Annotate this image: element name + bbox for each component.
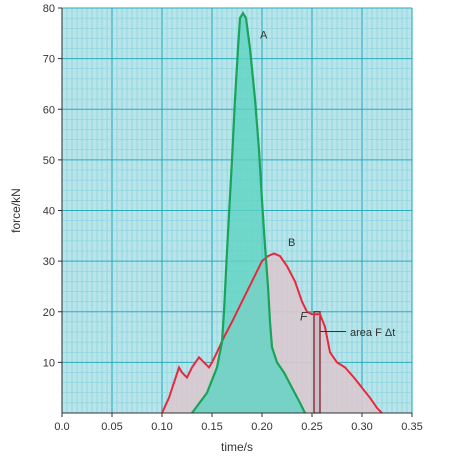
y-axis-label: force/kN: [9, 188, 23, 233]
strip-force-label: F: [300, 309, 308, 323]
series-line-A: [191, 10, 306, 414]
x-tick-label: 0.25: [301, 421, 322, 433]
x-tick-label: 0.30: [351, 421, 372, 433]
y-tick-label: 60: [43, 104, 55, 116]
x-tick-label: 0.15: [201, 421, 222, 433]
x-tick-label: 0.05: [101, 421, 122, 433]
series-line-B: [161, 252, 383, 414]
series-label-B: B: [288, 237, 295, 249]
y-tick-label: 70: [43, 54, 55, 66]
x-tick-label: 0.20: [251, 421, 272, 433]
y-tick-label: 80: [43, 3, 55, 15]
area-strip: [313, 311, 321, 414]
x-axis-label: time/s: [221, 440, 253, 454]
y-tick-label: 10: [43, 357, 55, 369]
area-label: area F Δt: [350, 327, 395, 339]
area-fill-A: [192, 13, 305, 413]
y-tick-label: 50: [43, 155, 55, 167]
x-tick-label: 0.10: [151, 421, 172, 433]
y-tick-label: 30: [43, 256, 55, 268]
x-tick-label: 0.35: [401, 421, 422, 433]
series-label-A: A: [260, 29, 268, 41]
y-tick-label: 20: [43, 307, 55, 319]
series-lines: [161, 10, 383, 414]
y-tick-label: 40: [43, 206, 55, 218]
tick-labels: 0.0 0.05 0.10 0.15 0.20 0.25 0.30 0.35 10 20 30 40 5…: [43, 3, 423, 433]
x-tick-label: 0.0: [54, 421, 69, 433]
